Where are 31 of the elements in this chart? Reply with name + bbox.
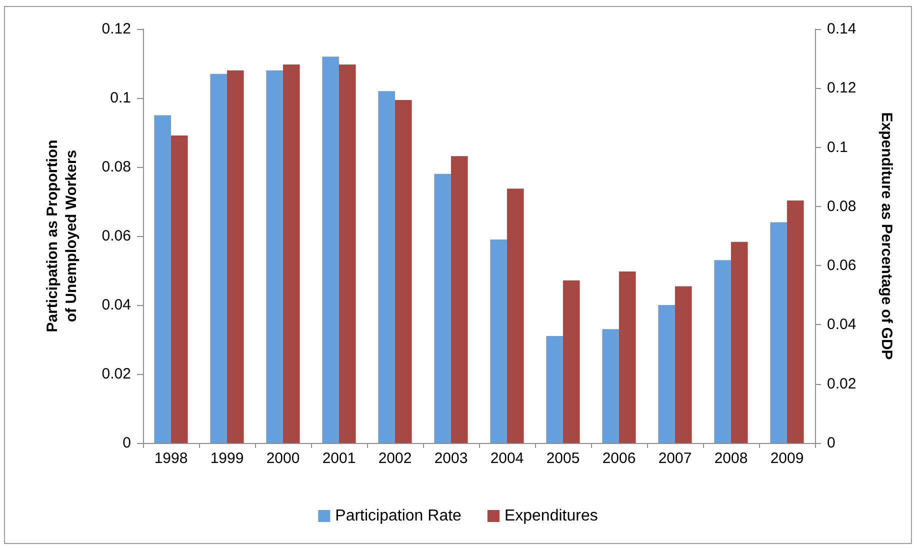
y2-axis-title: Expenditure as Percentage of GDP bbox=[878, 112, 895, 360]
x-tick-label: 1998 bbox=[154, 450, 188, 467]
x-tick-label: 2001 bbox=[322, 450, 356, 467]
y2-tick-label: 0 bbox=[827, 434, 836, 452]
y-tick-label: 0.06 bbox=[102, 228, 131, 244]
y-tick-label: 0.1 bbox=[110, 90, 131, 106]
legend-label: Expenditures bbox=[504, 508, 598, 524]
y-tick-label: 0.04 bbox=[102, 296, 131, 314]
y2-tick-label: 0.04 bbox=[827, 316, 856, 334]
x-tick-label: 2006 bbox=[602, 450, 636, 467]
x-tick-label: 1999 bbox=[210, 450, 244, 467]
y2-tick-label: 0.14 bbox=[827, 20, 856, 38]
y-tick-label: 0 bbox=[122, 434, 131, 452]
legend-label: Participation Rate bbox=[335, 508, 462, 524]
x-tick-label: 2007 bbox=[658, 450, 692, 467]
y2-tick-label: 0.06 bbox=[827, 257, 856, 274]
y-tick-label: 0.02 bbox=[102, 366, 131, 382]
x-tick-label: 2003 bbox=[434, 450, 468, 467]
y-axis-title: Participation as Proportion of Unemployed Workers bbox=[44, 140, 80, 332]
x-tick-label: 2002 bbox=[378, 450, 412, 467]
x-tick-label: 2009 bbox=[770, 450, 804, 467]
y2-tick-label: 0.12 bbox=[827, 80, 856, 97]
y2-tick-label: 0.02 bbox=[827, 375, 856, 392]
y2-tick-label: 0.08 bbox=[827, 198, 856, 215]
x-tick-label: 2008 bbox=[714, 450, 748, 467]
y-tick-label: 0.08 bbox=[102, 158, 131, 176]
y2-tick-label: 0.1 bbox=[827, 138, 848, 156]
x-tick-label: 2005 bbox=[546, 450, 580, 467]
x-tick-label: 2000 bbox=[266, 450, 300, 467]
y-tick-label: 0.12 bbox=[102, 20, 131, 38]
x-tick-label: 2004 bbox=[490, 450, 524, 467]
